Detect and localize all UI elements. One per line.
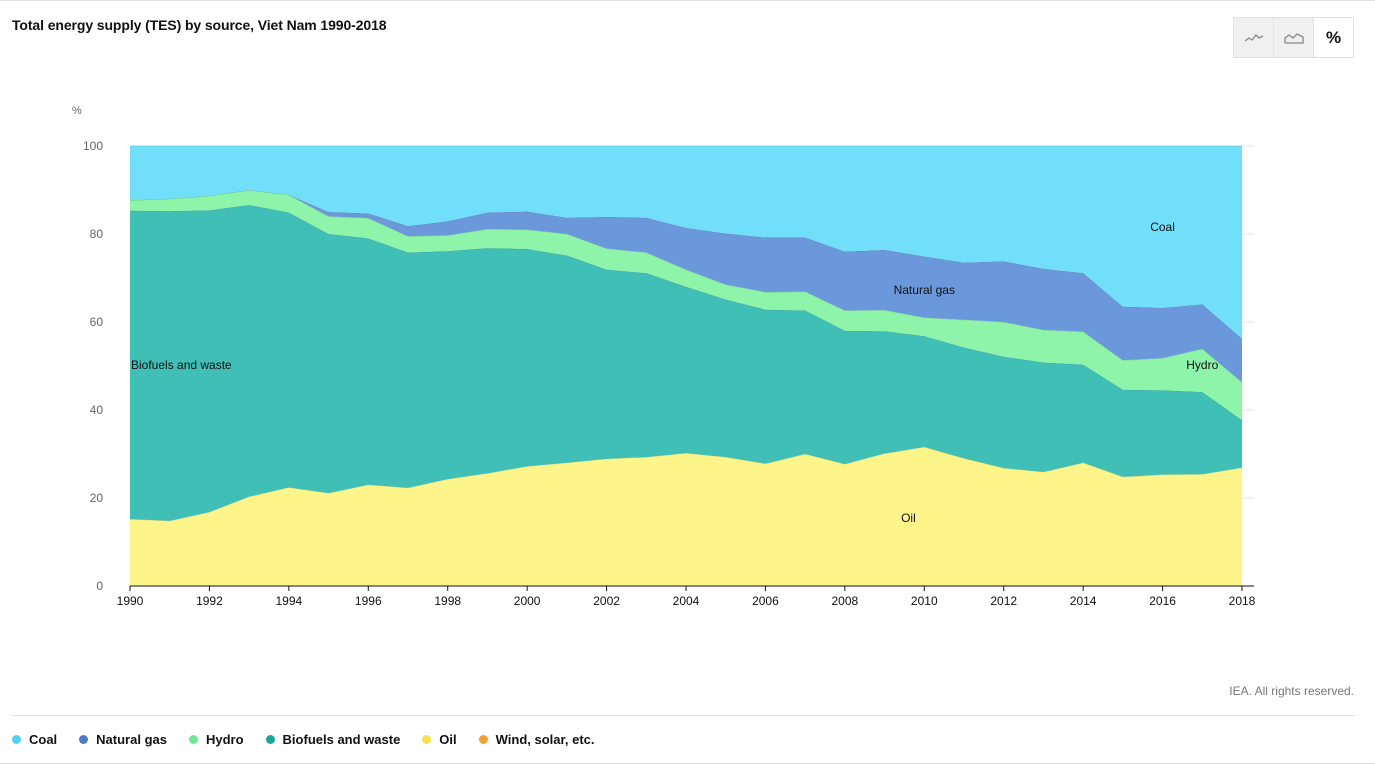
legend-dot-biofuels-and-waste <box>265 735 275 744</box>
y-axis-unit-label: % <box>72 105 82 117</box>
x-tick-label-1992: 1992 <box>196 594 223 608</box>
x-tick-label-2008: 2008 <box>832 594 859 608</box>
area-hydro <box>130 190 1242 421</box>
x-tick-label-2010: 2010 <box>911 594 938 608</box>
legend-label-natural-gas: Natural gas <box>96 732 167 747</box>
y-tick-label-40: 40 <box>90 403 104 417</box>
y-tick-label-20: 20 <box>90 491 104 505</box>
chart-legend: Coal Natural gas Hydro Biofuels and wast… <box>12 732 617 747</box>
x-tick-label-1990: 1990 <box>117 594 144 608</box>
legend-label-biofuels-and-waste: Biofuels and waste <box>282 732 401 747</box>
legend-label-oil: Oil <box>439 732 457 747</box>
area-view-toggle[interactable] <box>1274 18 1314 57</box>
line-chart-icon <box>1244 33 1263 42</box>
x-tick-label-2018: 2018 <box>1229 594 1256 608</box>
y-tick-label-0: 0 <box>96 579 103 593</box>
annotation-coal: Coal <box>1150 220 1175 234</box>
legend-item-oil[interactable]: Oil <box>422 732 457 747</box>
x-tick-label-1996: 1996 <box>355 594 382 608</box>
legend-item-hydro[interactable]: Hydro <box>188 732 244 747</box>
annotation-hydro: Hydro <box>1186 358 1218 372</box>
legend-label-coal: Coal <box>29 732 58 747</box>
x-tick-label-2002: 2002 <box>593 594 620 608</box>
annotation-biofuels-and-waste: Biofuels and waste <box>131 358 232 372</box>
area-natural-gas <box>130 190 1242 383</box>
x-tick-label-1994: 1994 <box>276 594 303 608</box>
legend-dot-oil <box>422 735 432 744</box>
x-tick-label-2000: 2000 <box>514 594 541 608</box>
top-divider <box>0 0 1375 1</box>
legend-dot-coal <box>12 735 21 744</box>
legend-label-wind-solar-etc: Wind, solar, etc. <box>495 732 595 747</box>
x-tick-label-2012: 2012 <box>990 594 1017 608</box>
annotation-oil: Oil <box>901 511 916 525</box>
copyright-credit: IEA. All rights reserved. <box>1229 684 1354 698</box>
legend-item-coal[interactable]: Coal <box>12 732 57 747</box>
legend-dot-natural-gas <box>79 735 89 744</box>
area-coal <box>130 146 1242 339</box>
chart-title: Total energy supply (TES) by source, Vie… <box>12 17 387 33</box>
y-tick-label-60: 60 <box>90 315 104 329</box>
legend-dot-wind-solar-etc <box>478 735 488 744</box>
y-tick-label-100: 100 <box>83 139 103 153</box>
area-chart-icon <box>1283 33 1304 44</box>
x-tick-label-2014: 2014 <box>1070 594 1097 608</box>
percent-toggle-label: % <box>1325 27 1342 47</box>
annotation-natural-gas: Natural gas <box>894 283 955 297</box>
legend-dot-hydro <box>188 735 198 744</box>
legend-divider <box>12 715 1355 716</box>
stacked-area-chart: 0 20 40 60 80 100% 1990 1992 1994 1996 1998 2000 200… <box>72 105 1256 608</box>
x-tick-label-1998: 1998 <box>434 594 461 608</box>
x-tick-label-2016: 2016 <box>1149 594 1176 608</box>
area-oil <box>130 446 1242 586</box>
percent-view-toggle[interactable]: % <box>1314 18 1353 57</box>
x-tick-label-2004: 2004 <box>673 594 700 608</box>
bottom-divider <box>0 763 1375 764</box>
legend-item-natural-gas[interactable]: Natural gas <box>79 732 167 747</box>
legend-label-hydro: Hydro <box>205 732 244 747</box>
area-biofuels-and-waste <box>130 204 1242 521</box>
legend-item-biofuels-and-waste[interactable]: Biofuels and waste <box>265 732 401 747</box>
legend-item-wind-solar-etc[interactable]: Wind, solar, etc. <box>478 732 595 747</box>
x-tick-label-2006: 2006 <box>752 594 779 608</box>
chart-view-toggle-group: % <box>1233 17 1354 58</box>
y-tick-label-80: 80 <box>90 227 104 241</box>
line-view-toggle[interactable] <box>1234 18 1274 57</box>
